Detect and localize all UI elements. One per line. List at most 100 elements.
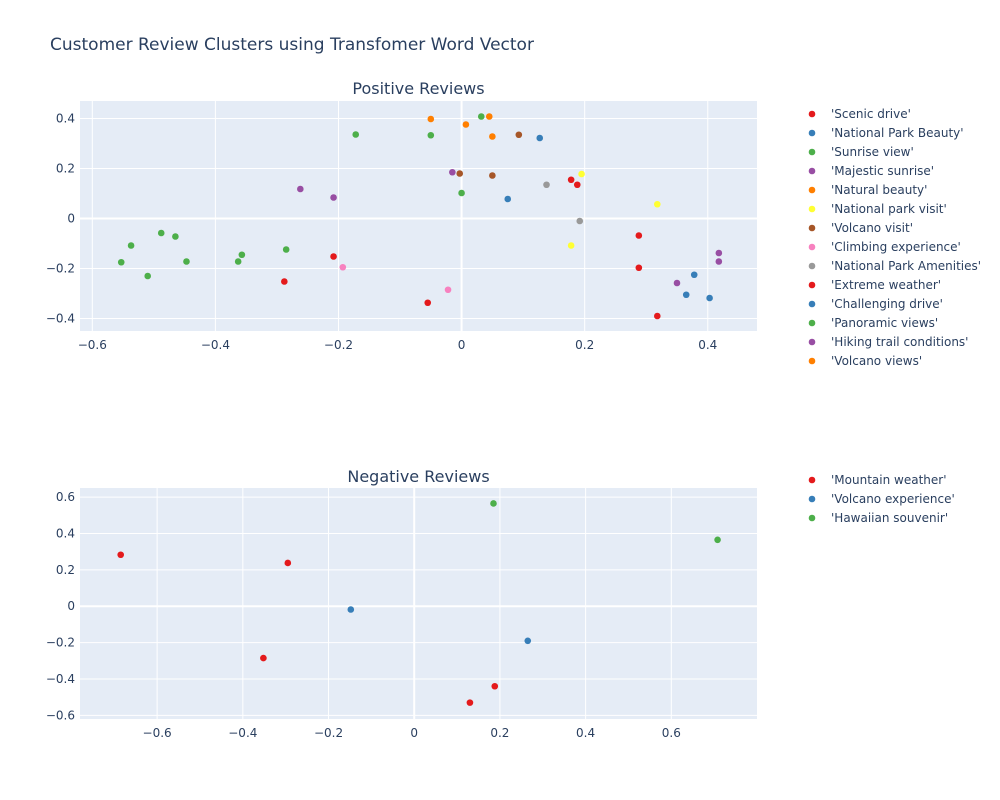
legend-marker: [808, 262, 816, 270]
data-point[interactable]: [477, 113, 485, 120]
data-point[interactable]: [490, 500, 497, 507]
legend-label: 'Majestic sunrise': [831, 164, 934, 178]
legend-item[interactable]: 'Volcano views': [808, 354, 922, 368]
data-point[interactable]: [543, 181, 550, 189]
data-point[interactable]: [330, 253, 337, 260]
legend-label: 'Volcano experience': [831, 492, 955, 506]
data-point[interactable]: [567, 242, 575, 249]
data-point[interactable]: [578, 170, 585, 178]
chart-title: Customer Review Clusters using Transfome…: [50, 35, 534, 55]
legend-item[interactable]: 'National park visit': [808, 202, 947, 216]
data-point[interactable]: [458, 189, 465, 197]
x-tick-label: −0.2: [324, 338, 353, 352]
data-point[interactable]: [352, 131, 360, 138]
data-point[interactable]: [238, 251, 246, 259]
x-tick-label: 0.2: [575, 338, 594, 352]
legend-item[interactable]: 'Majestic sunrise': [808, 164, 934, 178]
legend-item[interactable]: 'Challenging drive': [808, 297, 943, 311]
data-point[interactable]: [576, 217, 584, 225]
data-point[interactable]: [424, 299, 432, 307]
data-point[interactable]: [427, 115, 435, 123]
data-point[interactable]: [183, 258, 190, 265]
legend-item[interactable]: 'National Park Beauty': [808, 126, 964, 140]
data-point[interactable]: [157, 229, 165, 237]
data-point[interactable]: [515, 131, 523, 139]
x-tick-label: 0.2: [490, 726, 509, 740]
data-point[interactable]: [524, 637, 532, 645]
subplot-title: Negative Reviews: [347, 467, 489, 486]
legend-marker: [808, 476, 816, 484]
y-tick-label: 0.2: [56, 563, 75, 577]
legend-marker: [808, 243, 816, 251]
data-point[interactable]: [339, 263, 347, 271]
data-point[interactable]: [330, 194, 337, 201]
data-point[interactable]: [489, 172, 496, 179]
x-tick-label: −0.4: [201, 338, 230, 352]
data-point[interactable]: [706, 294, 713, 302]
legend-item[interactable]: 'Extreme weather': [808, 278, 941, 292]
data-point[interactable]: [504, 195, 512, 203]
legend-item[interactable]: 'Natural beauty': [808, 183, 928, 197]
data-point[interactable]: [260, 654, 267, 662]
legend-item[interactable]: 'Sunrise view': [808, 145, 914, 159]
legend-item[interactable]: 'Climbing experience': [808, 240, 961, 254]
data-point[interactable]: [427, 131, 435, 139]
legend-item[interactable]: 'Volcano experience': [808, 492, 955, 506]
x-tick-label: 0.4: [576, 726, 595, 740]
data-point[interactable]: [347, 606, 355, 613]
data-point[interactable]: [573, 181, 581, 189]
data-point[interactable]: [117, 258, 125, 266]
data-point[interactable]: [489, 133, 496, 140]
data-point[interactable]: [635, 264, 643, 272]
data-point[interactable]: [682, 291, 690, 299]
data-point[interactable]: [234, 258, 242, 265]
legend-item[interactable]: 'Mountain weather': [808, 473, 947, 487]
data-point[interactable]: [127, 242, 135, 249]
legend-marker: [808, 338, 816, 346]
x-tick-label: −0.6: [78, 338, 107, 352]
data-point[interactable]: [444, 286, 452, 294]
x-tick-label: 0.6: [662, 726, 681, 740]
data-point[interactable]: [715, 249, 723, 257]
legend-marker: [808, 205, 816, 213]
data-point[interactable]: [673, 279, 681, 287]
y-tick-label: −0.2: [46, 636, 75, 650]
data-point[interactable]: [635, 232, 643, 239]
legend-label: 'National park visit': [831, 202, 947, 216]
data-point[interactable]: [653, 200, 661, 208]
legend-label: 'Mountain weather': [831, 473, 947, 487]
data-point[interactable]: [297, 185, 304, 193]
legend-item[interactable]: 'Panoramic views': [808, 316, 939, 330]
legend-label: 'Challenging drive': [831, 297, 943, 311]
data-point[interactable]: [462, 121, 470, 128]
data-point[interactable]: [144, 272, 151, 280]
data-point[interactable]: [715, 258, 723, 265]
data-point[interactable]: [466, 699, 474, 706]
legend-label: 'Hiking trail conditions': [831, 335, 968, 349]
legend-item[interactable]: 'Hawaiian souvenir': [808, 511, 948, 525]
data-point[interactable]: [690, 271, 698, 279]
data-point[interactable]: [117, 551, 125, 559]
data-point[interactable]: [281, 278, 288, 285]
data-point[interactable]: [449, 168, 456, 176]
legend-item[interactable]: 'Volcano visit': [808, 221, 913, 235]
legend-item[interactable]: 'Scenic drive': [808, 107, 911, 121]
data-point[interactable]: [284, 559, 292, 567]
data-point[interactable]: [653, 312, 661, 320]
legend-label: 'National Park Amenities': [831, 259, 981, 273]
plot-area: [80, 488, 757, 719]
data-point[interactable]: [282, 246, 290, 253]
data-point[interactable]: [485, 113, 493, 120]
legend-item[interactable]: 'Hiking trail conditions': [808, 335, 969, 349]
legend-item[interactable]: 'National Park Amenities': [808, 259, 981, 273]
data-point[interactable]: [714, 536, 721, 544]
legend-marker: [808, 514, 816, 522]
data-point[interactable]: [491, 682, 499, 690]
data-point[interactable]: [172, 233, 179, 240]
data-point[interactable]: [536, 134, 544, 142]
data-point[interactable]: [456, 170, 464, 177]
data-point[interactable]: [567, 176, 575, 184]
x-tick-label: −0.4: [228, 726, 257, 740]
y-tick-label: −0.4: [46, 672, 75, 686]
y-tick-label: 0: [67, 212, 75, 226]
